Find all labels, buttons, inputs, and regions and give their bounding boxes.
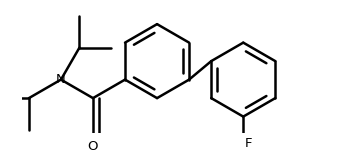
Text: F: F xyxy=(245,137,252,150)
Text: O: O xyxy=(88,140,98,152)
Text: N: N xyxy=(56,73,66,86)
